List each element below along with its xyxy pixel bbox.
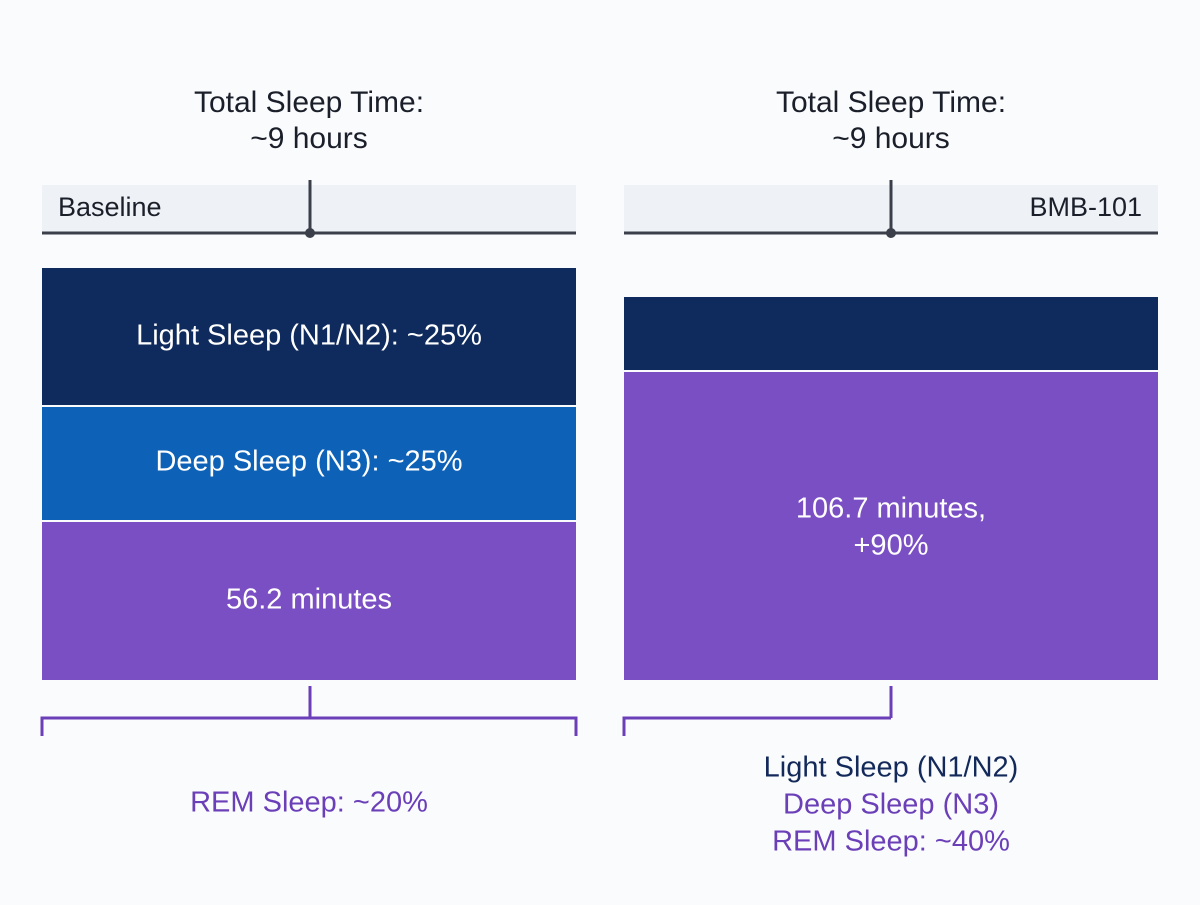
- light-sleep-block: [42, 268, 576, 405]
- panel-label: BMB-101: [1029, 192, 1142, 222]
- caption: REM Sleep: ~20%: [190, 787, 428, 819]
- rem-sleep-block: [624, 372, 1158, 680]
- segment-label: 106.7 minutes,: [796, 493, 986, 525]
- caption: Light Sleep (N1/N2): [764, 752, 1019, 784]
- panel-title: ~9 hours: [250, 122, 368, 155]
- panel-label: Baseline: [58, 192, 162, 222]
- rem-sleep-block: [42, 522, 576, 680]
- baseline-panel: Total Sleep Time: ~9 hours Baseline Ligh…: [40, 86, 578, 819]
- panel-title: Total Sleep Time:: [776, 86, 1006, 119]
- panel-title: ~9 hours: [832, 122, 950, 155]
- caption: REM Sleep: ~40%: [772, 826, 1010, 858]
- segment-label: +90%: [854, 530, 929, 562]
- segment-label: Deep Sleep (N3): ~25%: [155, 446, 462, 478]
- caption: Deep Sleep (N3): [783, 789, 999, 821]
- segment-label: Light Sleep (N1/N2): ~25%: [136, 320, 482, 352]
- segment-label: 56.2 minutes: [226, 584, 392, 616]
- panel-title: Total Sleep Time:: [194, 86, 424, 119]
- deep-sleep-block: [42, 407, 576, 520]
- bmb-panel: Total Sleep Time: ~9 hours BMB-101 106.7…: [622, 86, 1158, 858]
- bracket: [40, 686, 578, 736]
- light-sleep-block: [624, 297, 1158, 370]
- tick-dot: [305, 228, 315, 238]
- tick-dot: [886, 228, 896, 238]
- bracket: [622, 686, 893, 736]
